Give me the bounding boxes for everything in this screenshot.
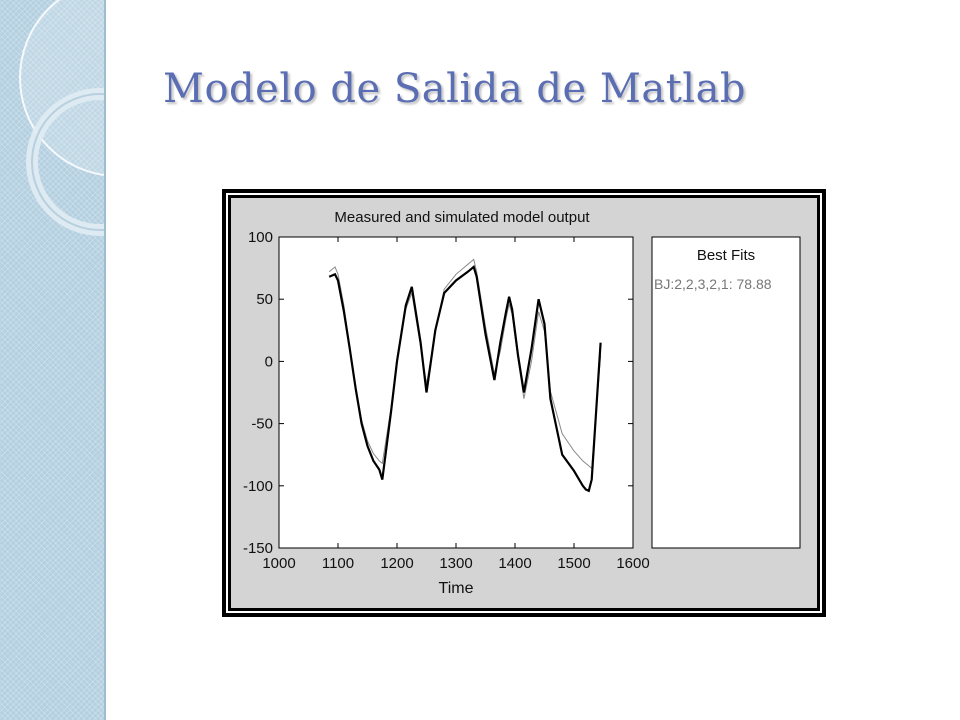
- best-fits-entry: BJ:2,2,3,2,1: 78.88: [654, 276, 772, 292]
- x-tick-label: 1500: [557, 555, 590, 572]
- best-fits-panel: [651, 236, 801, 549]
- x-tick-label: 1300: [439, 555, 472, 572]
- y-tick-label: -150: [243, 540, 273, 557]
- best-fits-title: Best Fits: [697, 247, 755, 264]
- plot-area: [278, 236, 634, 549]
- y-tick-label: 100: [248, 229, 273, 246]
- y-axis-ticks: 100 50 0 -50 -100 -150: [243, 229, 633, 557]
- measured-output-line: [328, 264, 602, 493]
- y-tick-label: -50: [251, 416, 273, 433]
- chart-svg: Measured and simulated model output 100 5…: [243, 209, 801, 597]
- figure-inner-border: [226, 193, 822, 613]
- x-tick-label: 1000: [262, 555, 295, 572]
- x-tick-label: 1100: [322, 555, 354, 572]
- x-tick-label: 1200: [380, 555, 413, 572]
- y-tick-label: 50: [256, 291, 273, 308]
- decorative-circles: [19, 0, 106, 236]
- side-band-edge: [104, 0, 106, 720]
- x-axis-ticks: 1000 1100 1200 1300 1400 1500 1600: [262, 237, 650, 572]
- x-tick-label: 1400: [498, 555, 531, 572]
- simulated-output-line: [328, 258, 602, 470]
- y-tick-label: 0: [265, 353, 273, 370]
- matlab-figure-window: Measured and simulated model output 100 5…: [222, 189, 826, 617]
- slide-title: Modelo de Salida de Matlab: [163, 66, 747, 112]
- x-axis-label: Time: [439, 580, 474, 597]
- x-tick-label: 1600: [616, 555, 649, 572]
- y-tick-label: -100: [243, 478, 273, 495]
- chart-title: Measured and simulated model output: [334, 209, 590, 226]
- side-decoration-band: [0, 0, 106, 720]
